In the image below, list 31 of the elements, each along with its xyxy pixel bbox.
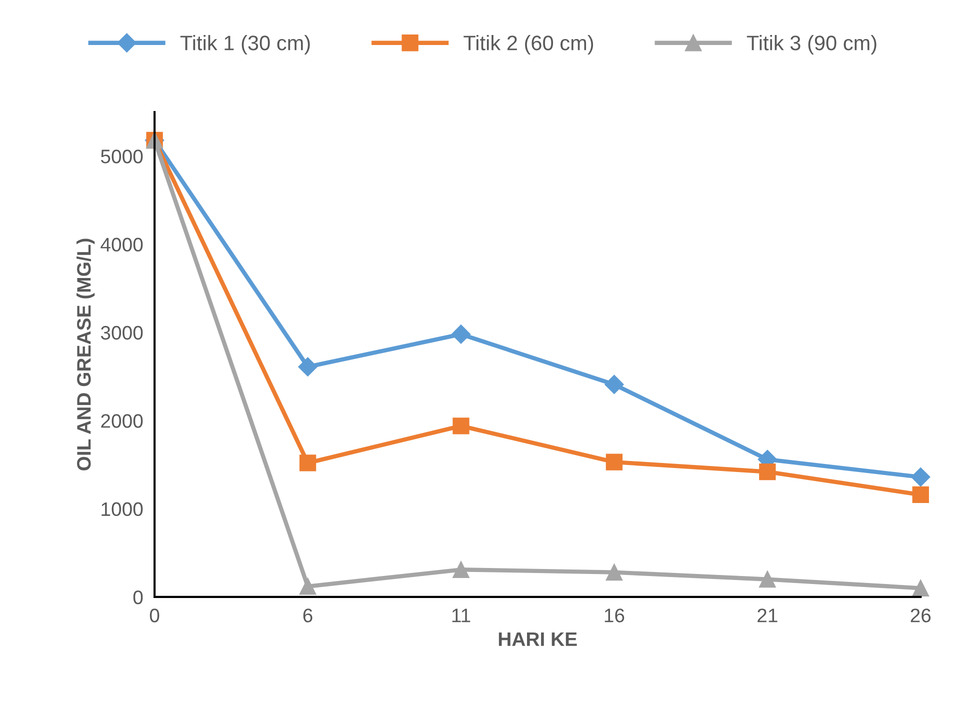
point [606, 454, 623, 470]
x-tick-label: 26 [910, 608, 931, 622]
y-tick-label: 1000 [102, 502, 143, 516]
point [452, 561, 470, 578]
point [606, 564, 623, 581]
legend-label: Titik 2 (60 cm) [464, 35, 594, 54]
y-tick-label: 2000 [101, 414, 143, 428]
legend-label: Titik 3 (90 cm) [746, 35, 876, 54]
point [451, 324, 471, 344]
y-tick-label: 3000 [100, 326, 143, 340]
point [604, 374, 624, 394]
point [759, 463, 776, 480]
x-tick-label: 21 [758, 608, 778, 622]
point [911, 468, 930, 487]
point [299, 454, 316, 472]
point [912, 486, 929, 504]
x-tick-label: 11 [452, 608, 470, 622]
y-tick-label: 0 [133, 590, 143, 604]
x-tick-label: 16 [604, 608, 624, 622]
point [452, 418, 470, 434]
x-tick-label: 0 [150, 608, 160, 622]
y-axis-title: OIL AND GREASE (MG/L) [76, 238, 95, 470]
point [299, 578, 316, 595]
legend-label: Titik 1 (30 cm) [180, 35, 310, 54]
x-axis-title: HARI KE [498, 632, 577, 646]
y-tick-label: 4000 [100, 238, 143, 252]
point [298, 357, 318, 376]
point [759, 571, 776, 588]
point [912, 580, 929, 596]
x-tick-label: 6 [303, 608, 312, 622]
y-tick-label: 5000 [100, 150, 143, 164]
